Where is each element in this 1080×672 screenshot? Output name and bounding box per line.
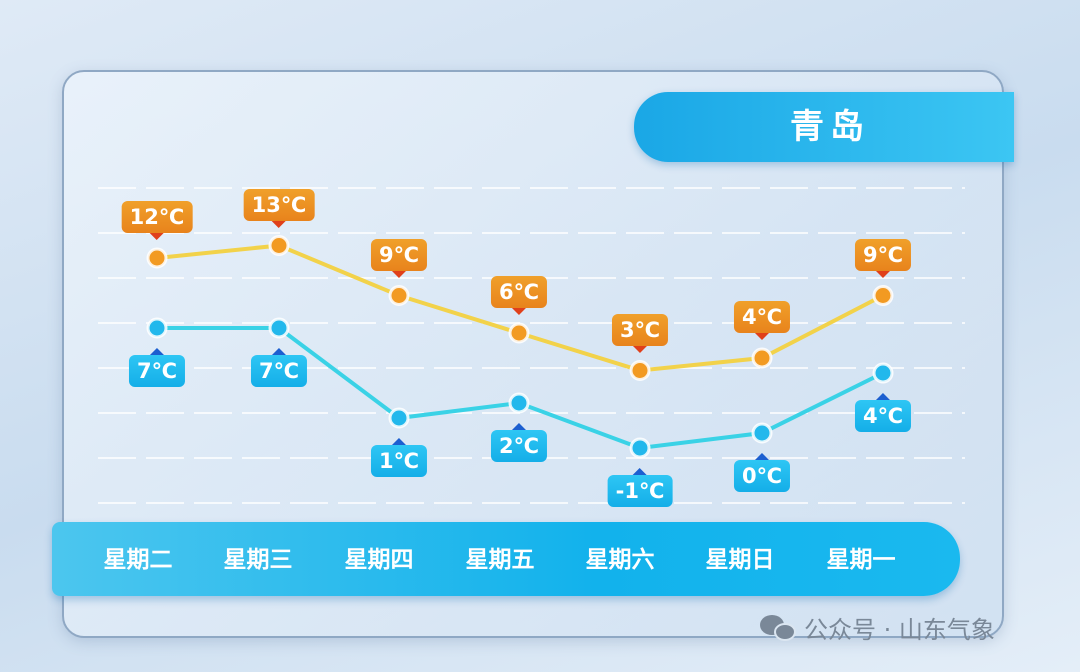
high-temp-label: 9℃ — [854, 238, 912, 278]
low-point — [629, 437, 651, 459]
day-label: 星期日 — [705, 547, 775, 573]
low-temp-label: 2℃ — [490, 423, 548, 462]
high-temp-label: 3℃ — [611, 313, 669, 353]
high-temp-label: 9℃ — [370, 238, 428, 278]
watermark-text: 公众号 · 山东气象 — [804, 616, 995, 644]
high-point — [751, 347, 773, 369]
high-temp-label: 6℃ — [490, 276, 548, 315]
low-point — [146, 317, 168, 339]
low-point — [872, 362, 894, 384]
low-temp-label: -1℃ — [607, 468, 673, 507]
low-temp-label: 7℃ — [128, 348, 186, 387]
low-point — [508, 392, 530, 414]
day-label: 星期六 — [585, 547, 655, 573]
low-temp-label: 1℃ — [370, 438, 428, 477]
day-label: 星期一 — [826, 547, 896, 573]
day-label: 星期二 — [103, 547, 173, 573]
low-temp-label: 0℃ — [733, 453, 791, 492]
high-point — [146, 247, 168, 269]
high-point — [508, 322, 530, 344]
high-point — [629, 360, 651, 381]
day-label: 星期三 — [223, 547, 293, 573]
high-point — [268, 235, 290, 256]
day-axis-bar — [52, 522, 960, 596]
high-temp-label: 13℃ — [243, 188, 315, 228]
high-temp-label: 4℃ — [733, 301, 791, 340]
high-point — [388, 285, 410, 306]
high-temp-label: 12℃ — [121, 201, 193, 240]
title-banner — [634, 92, 1014, 162]
low-temp-label: 4℃ — [854, 393, 912, 432]
day-label: 星期四 — [344, 547, 414, 573]
watermark: 公众号 · 山东气象 — [760, 610, 995, 645]
high-point — [872, 285, 894, 306]
day-label: 星期五 — [465, 547, 535, 573]
low-point — [268, 317, 290, 339]
low-point — [751, 422, 773, 444]
low-point — [388, 407, 410, 429]
wechat-icon — [760, 613, 798, 643]
city-title: 青岛 — [790, 107, 870, 147]
low-temp-label: 7℃ — [250, 348, 308, 387]
